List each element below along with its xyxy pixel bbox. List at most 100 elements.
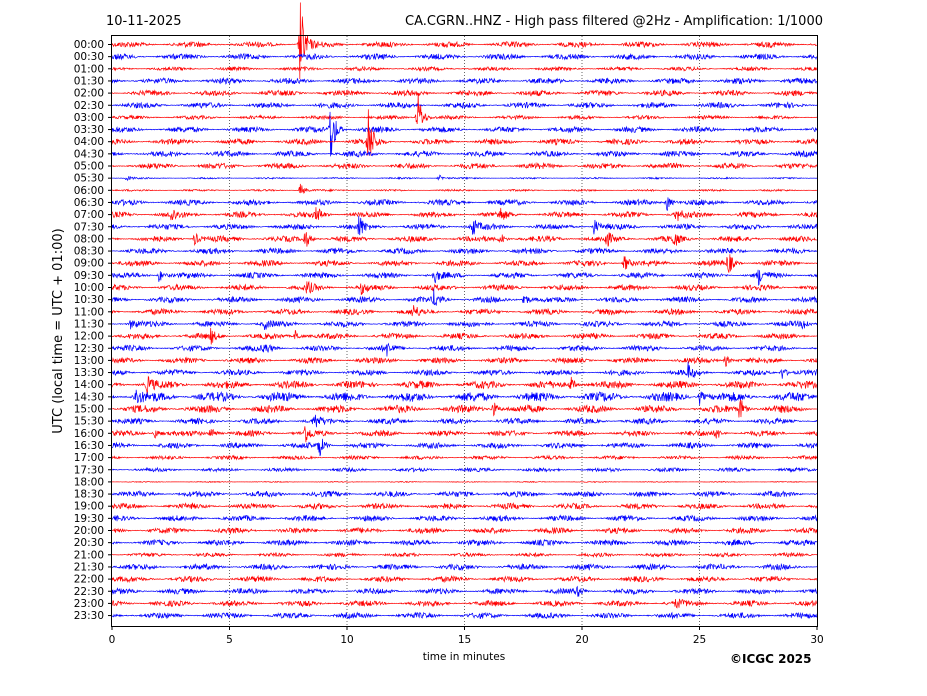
- trace-row-2200: [111, 574, 818, 584]
- trace-row-1730: [111, 466, 818, 473]
- trace-row-1400: [111, 375, 818, 397]
- trace-row-1100: [111, 305, 818, 317]
- trace-row-1800: [111, 480, 818, 483]
- trace-row-1200: [111, 327, 818, 345]
- trace-row-1930: [111, 514, 818, 523]
- date-label: 10-11-2025: [106, 14, 182, 29]
- trace-row-0200: [111, 89, 818, 97]
- y-tick-label: 15:00: [74, 404, 104, 416]
- trace-row-0400: [111, 109, 818, 156]
- trace-row-1530: [111, 414, 818, 428]
- y-tick-label: 01:00: [74, 63, 104, 75]
- trace-row-2230: [111, 585, 818, 597]
- trace-row-2030: [111, 538, 818, 547]
- trace-row-2100: [111, 551, 818, 558]
- vertical-grid: [229, 36, 700, 626]
- x-tick-label: 10: [340, 634, 353, 646]
- y-tick-label: 11:30: [74, 318, 104, 330]
- trace-row-0630: [111, 197, 818, 211]
- trace-row-1900: [111, 502, 818, 511]
- x-axis-label: time in minutes: [423, 651, 505, 663]
- y-tick-label: 22:30: [74, 586, 104, 598]
- y-tick-label: 14:00: [74, 379, 104, 391]
- x-tick-label: 5: [226, 634, 233, 646]
- trace-row-1500: [111, 399, 818, 418]
- y-tick-label: 11:00: [74, 306, 104, 318]
- y-tick-label: 00:30: [74, 51, 104, 63]
- y-tick-label: 21:00: [74, 549, 104, 561]
- x-axis-ticks: 0 5 10 15 20 25 30: [109, 626, 824, 646]
- trace-row-1430: [111, 389, 818, 405]
- trace-row-0930: [111, 269, 818, 287]
- y-tick-label: 19:00: [74, 501, 104, 513]
- y-tick-label: 18:30: [74, 489, 104, 501]
- trace-row-1830: [111, 490, 818, 498]
- trace-row-1300: [111, 355, 818, 367]
- y-tick-label: 07:30: [74, 221, 104, 233]
- trace-row-2000: [111, 526, 818, 535]
- trace-row-1000: [111, 280, 818, 296]
- trace-row-0800: [111, 232, 818, 247]
- y-tick-label: 04:30: [74, 148, 104, 160]
- y-tick-label: 21:30: [74, 561, 104, 573]
- x-tick-label: 30: [810, 634, 823, 646]
- trace-row-0000: [111, 2, 818, 79]
- y-tick-label: 08:30: [74, 246, 104, 258]
- x-tick-label: 25: [693, 634, 706, 646]
- y-tick-label: 07:00: [74, 209, 104, 221]
- y-tick-label: 12:30: [74, 343, 104, 355]
- x-tick-label: 0: [109, 634, 116, 646]
- trace-row-0230: [111, 101, 818, 110]
- trace-row-0030: [111, 52, 818, 61]
- trace-row-1600: [111, 426, 818, 443]
- y-tick-label: 17:00: [74, 452, 104, 464]
- y-tick-label: 03:00: [74, 112, 104, 124]
- trace-row-0330: [111, 111, 818, 157]
- copyright-label: ©ICGC 2025: [730, 652, 812, 666]
- y-tick-label: 12:00: [74, 331, 104, 343]
- y-tick-label: 13:00: [74, 355, 104, 367]
- y-tick-label: 00:00: [74, 39, 104, 51]
- trace-row-2130: [111, 562, 818, 571]
- y-axis-label: UTC (local time = UTC + 01:00): [51, 228, 66, 433]
- y-tick-label: 05:00: [74, 161, 104, 173]
- y-tick-label: 10:00: [74, 282, 104, 294]
- trace-row-1230: [111, 342, 818, 357]
- trace-row-0530: [111, 174, 818, 182]
- trace-row-0600: [111, 183, 818, 194]
- trace-row-0830: [111, 246, 818, 255]
- y-tick-label: 06:30: [74, 197, 104, 209]
- y-tick-label: 08:00: [74, 233, 104, 245]
- trace-row-0730: [111, 215, 818, 236]
- y-axis-ticks: 00:0000:3001:0001:3002:0002:3003:0003:30…: [74, 39, 112, 622]
- y-tick-label: 22:00: [74, 574, 104, 586]
- trace-row-1700: [111, 454, 818, 461]
- y-tick-label: 23:00: [74, 598, 104, 610]
- y-tick-label: 02:30: [74, 100, 104, 112]
- y-tick-label: 05:30: [74, 173, 104, 185]
- trace-row-0900: [111, 254, 818, 273]
- trace-row-1130: [111, 319, 818, 330]
- x-tick-label: 20: [575, 634, 588, 646]
- y-tick-label: 20:30: [74, 537, 104, 549]
- y-tick-label: 01:30: [74, 75, 104, 87]
- trace-row-0430: [111, 149, 818, 158]
- y-tick-label: 16:30: [74, 440, 104, 452]
- x-tick-label: 15: [458, 634, 471, 646]
- seismic-traces: [111, 2, 818, 620]
- trace-row-0700: [111, 207, 818, 222]
- trace-row-0500: [111, 161, 818, 170]
- y-tick-label: 14:30: [74, 391, 104, 403]
- trace-row-2300: [111, 598, 818, 609]
- y-tick-label: 20:00: [74, 525, 104, 537]
- chart-title: CA.CGRN..HNZ - High pass filtered @2Hz -…: [405, 14, 823, 29]
- trace-row-1030: [111, 288, 818, 306]
- y-tick-label: 13:30: [74, 367, 104, 379]
- y-tick-label: 03:30: [74, 124, 104, 136]
- y-tick-label: 19:30: [74, 513, 104, 525]
- y-tick-label: 09:00: [74, 258, 104, 270]
- y-tick-label: 06:00: [74, 185, 104, 197]
- trace-row-0100: [111, 65, 818, 72]
- y-tick-label: 16:00: [74, 428, 104, 440]
